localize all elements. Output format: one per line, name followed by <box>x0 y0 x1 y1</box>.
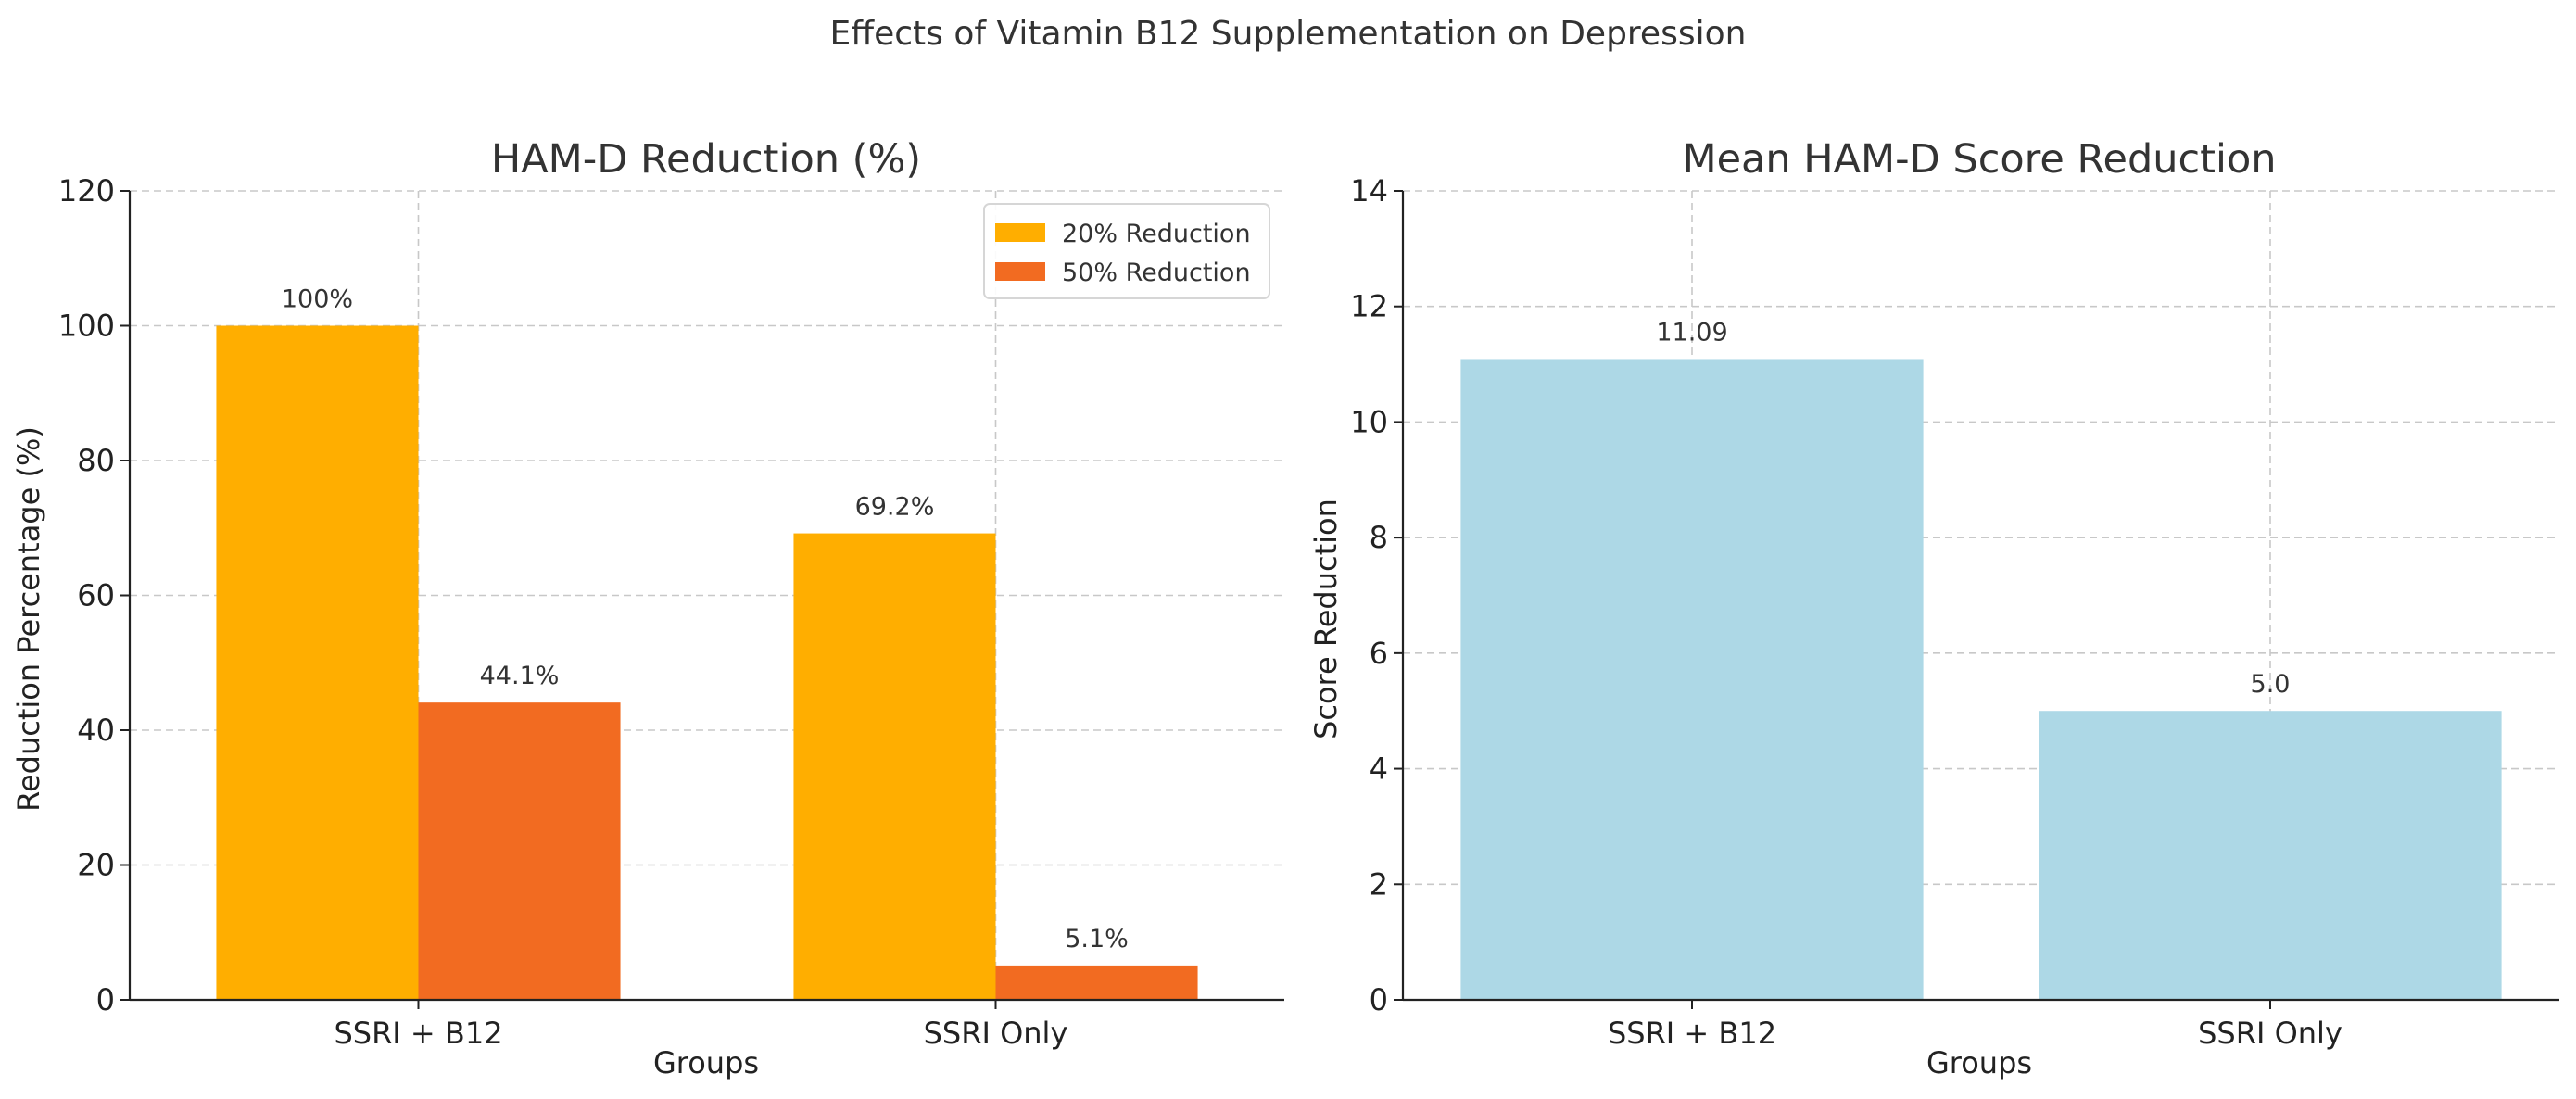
x-tick-label: SSRI Only <box>924 1016 1068 1051</box>
y-tick-label: 10 <box>1350 404 1388 439</box>
y-tick-label: 120 <box>58 173 115 208</box>
y-tick-label: 100 <box>58 309 115 344</box>
x-tick-label: SSRI + B12 <box>1608 1016 1776 1051</box>
y-tick-label: 14 <box>1350 173 1388 208</box>
bar <box>1460 359 1924 1000</box>
figure-title: Effects of Vitamin B12 Supplementation o… <box>830 15 1747 53</box>
bar-value-label: 69.2% <box>855 493 935 522</box>
bar <box>418 702 621 1000</box>
legend-frame <box>983 203 1270 299</box>
axes: 0 2 4 6 8 10 12 14 SSRI + B12 SSRI Only <box>1350 173 2559 1051</box>
bars <box>216 325 1198 1000</box>
y-axis-label: Reduction Percentage (%) <box>11 426 46 812</box>
y-axis-label: Score Reduction <box>1308 499 1344 739</box>
bar-value-label: 5.0 <box>2251 670 2291 699</box>
chart-title: HAM-D Reduction (%) <box>491 136 921 183</box>
x-axis-label: Groups <box>1926 1045 2032 1080</box>
y-tick-label: 80 <box>77 443 115 478</box>
legend-label: 50% Reduction <box>1062 259 1251 287</box>
legend-swatch <box>995 262 1045 281</box>
y-tick-label: 4 <box>1370 752 1388 787</box>
chart-mean-score-reduction: Mean HAM-D Score Reduction Groups Score … <box>1308 136 2559 1080</box>
x-axis-label: Groups <box>653 1045 759 1080</box>
bar <box>216 325 419 1000</box>
bar <box>793 533 996 1000</box>
y-tick-label: 60 <box>77 578 115 613</box>
y-tick-label: 12 <box>1350 289 1388 324</box>
legend: 20% Reduction 50% Reduction <box>983 203 1270 299</box>
axes: 0 20 40 60 80 100 120 SSRI + B12 SSRI Only <box>58 173 1284 1051</box>
bar-value-label: 11.09 <box>1656 318 1727 347</box>
y-tick-label: 0 <box>96 982 115 1017</box>
bar-value-label: 44.1% <box>480 662 560 690</box>
y-tick-label: 0 <box>1370 982 1388 1017</box>
data-labels: 11.09 5.0 <box>1656 318 2290 699</box>
bar <box>995 965 1198 1000</box>
y-tick-label: 40 <box>77 713 115 748</box>
legend-swatch <box>995 223 1045 242</box>
y-tick-label: 6 <box>1370 636 1388 671</box>
y-tick-label: 2 <box>1370 866 1388 902</box>
legend-label: 20% Reduction <box>1062 220 1251 248</box>
x-tick-label: SSRI + B12 <box>334 1016 502 1051</box>
chart-title: Mean HAM-D Score Reduction <box>1682 136 2276 183</box>
bar-value-label: 5.1% <box>1065 925 1129 954</box>
data-labels: 100% 69.2% 44.1% 5.1% <box>282 285 1129 954</box>
bar-value-label: 100% <box>282 285 353 314</box>
x-tick-label: SSRI Only <box>2198 1016 2342 1051</box>
bar <box>2039 711 2502 1000</box>
y-tick-label: 8 <box>1370 520 1388 555</box>
chart-hamd-reduction-percent: HAM-D Reduction (%) Groups Reduction Per… <box>11 136 1284 1080</box>
y-tick-label: 20 <box>77 848 115 883</box>
bars <box>1460 359 2502 1000</box>
